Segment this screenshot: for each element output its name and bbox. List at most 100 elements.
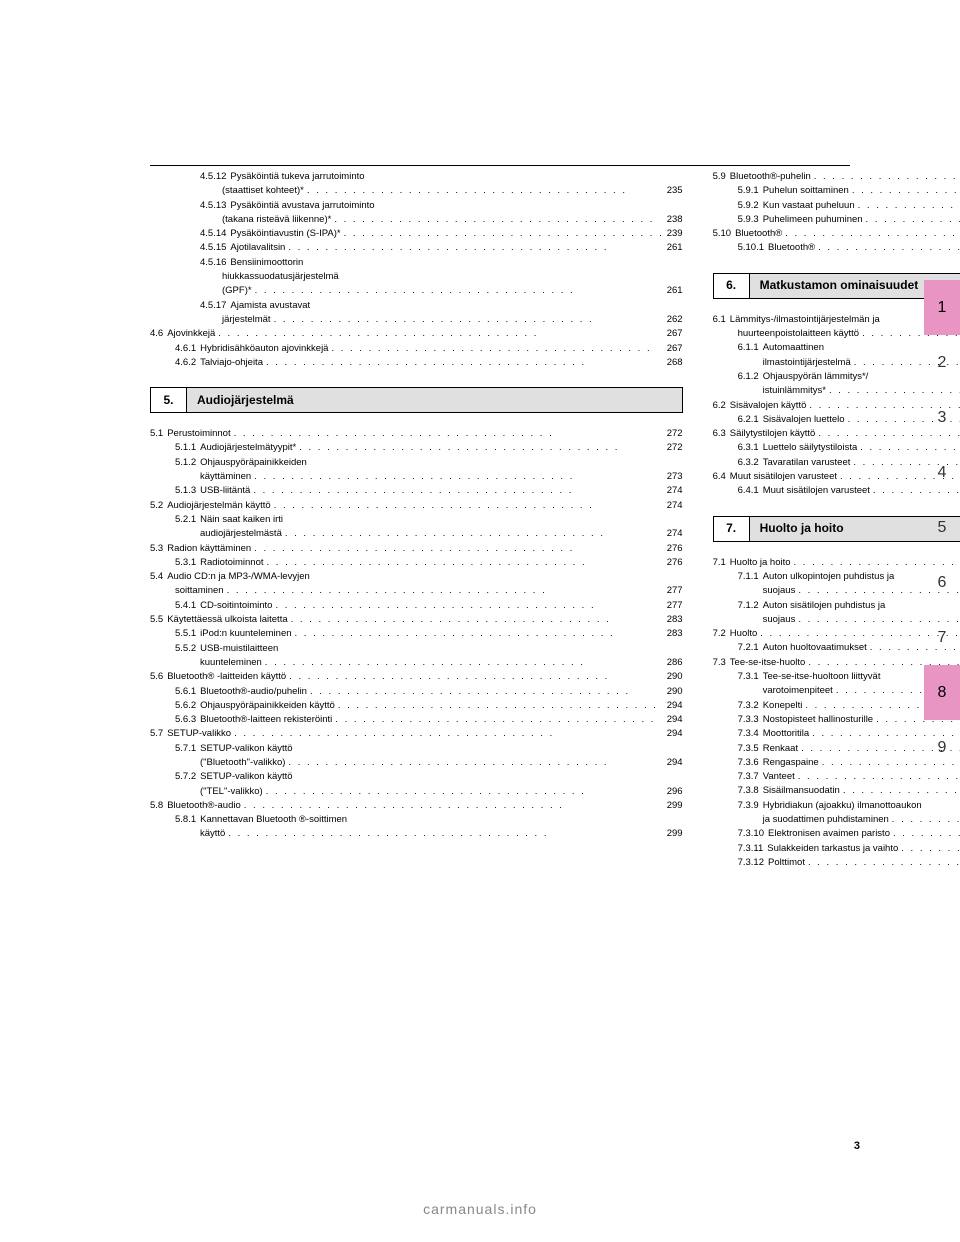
toc-number: 7.3 — [713, 656, 726, 669]
toc-entry: 6.3Säilytystilojen käyttö325 — [713, 427, 960, 440]
toc-dots — [344, 227, 664, 240]
toc-page: 272 — [667, 441, 683, 454]
toc-entry: (takana risteävä liikenne)*238 — [150, 213, 683, 226]
toc-page: 276 — [667, 556, 683, 569]
section-number: 5. — [151, 388, 187, 412]
toc-entry: 6.2.1Sisävalojen luettelo323 — [713, 413, 960, 426]
toc-text: Bluetooth® — [735, 227, 782, 240]
toc-page: 283 — [667, 613, 683, 626]
toc-page: 238 — [667, 213, 683, 226]
toc-dots — [267, 556, 664, 569]
toc-text: Huolto ja hoito — [730, 556, 791, 569]
toc-content: 4.5.12Pysäköintiä tukeva jarrutoiminto(s… — [150, 170, 850, 870]
side-tab[interactable]: 2 — [924, 335, 960, 390]
toc-entry: 7.3.2Konepelti345 — [713, 699, 960, 712]
toc-page: 294 — [667, 727, 683, 740]
toc-text: SETUP-valikon käyttö — [200, 742, 292, 755]
side-tab[interactable]: 5 — [924, 500, 960, 555]
toc-number: 4.6 — [150, 327, 163, 340]
toc-entry: 6.2Sisävalojen käyttö323 — [713, 399, 960, 412]
toc-number: 6.1.2 — [738, 370, 759, 383]
toc-entry: 5.1.3USB-liitäntä274 — [150, 484, 683, 497]
toc-entry: 6.1.1Automaattinen — [713, 341, 960, 354]
toc-number: 6.1.1 — [738, 341, 759, 354]
toc-dots — [334, 213, 663, 226]
toc-number: 4.5.14 — [200, 227, 226, 240]
toc-number: 5.8 — [150, 799, 163, 812]
toc-entry: järjestelmät262 — [150, 313, 683, 326]
toc-entry: 5.7.2SETUP-valikon käyttö — [150, 770, 683, 783]
toc-dots — [335, 713, 663, 726]
toc-entry: 5.2Audiojärjestelmän käyttö274 — [150, 499, 683, 512]
toc-text: Hybridisähköauton ajovinkkejä — [200, 342, 328, 355]
toc-text: järjestelmät — [222, 313, 271, 326]
toc-entry: 5.3.1Radiotoiminnot276 — [150, 556, 683, 569]
side-tab[interactable]: 3 — [924, 390, 960, 445]
side-tab[interactable] — [924, 775, 960, 830]
toc-text: soittaminen — [175, 584, 224, 597]
toc-entry: 7.3Tee-se-itse-huolto344 — [713, 656, 960, 669]
toc-dots — [266, 785, 664, 798]
toc-text: SETUP-valikon käyttö — [200, 770, 292, 783]
toc-text: Ajotilavalitsin — [230, 241, 285, 254]
toc-entry: 5.1.1Audiojärjestelmätyypit*272 — [150, 441, 683, 454]
toc-entry: 5.4.1CD-soitintoiminto277 — [150, 599, 683, 612]
toc-page: 294 — [667, 699, 683, 712]
toc-entry: 4.5.14 Pysäköintiavustin (S-IPA)* 239 — [150, 227, 683, 240]
toc-number: 7.3.1 — [738, 670, 759, 683]
toc-text: ("Bluetooth"-valikko) — [200, 756, 285, 769]
toc-text: Nostopisteet hallinosturille — [763, 713, 873, 726]
toc-number: 7.3.7 — [738, 770, 759, 783]
toc-number: 7.3.9 — [738, 799, 759, 812]
toc-number: 6.2 — [713, 399, 726, 412]
toc-entry: 5.7.1SETUP-valikon käyttö — [150, 742, 683, 755]
toc-number: 7.2.1 — [738, 641, 759, 654]
toc-entry: 5.4Audio CD:n ja MP3-/WMA-levyjen — [150, 570, 683, 583]
section-number: 6. — [714, 274, 750, 298]
side-tab[interactable]: 1 — [924, 280, 960, 335]
toc-text: Kannettavan Bluetooth ®-soittimen — [200, 813, 347, 826]
side-tab[interactable]: 7 — [924, 610, 960, 665]
toc-dots — [289, 670, 664, 683]
toc-entry: 7.2.1Auton huoltovaatimukset342 — [713, 641, 960, 654]
toc-text: CD-soitintoiminto — [200, 599, 272, 612]
side-tab[interactable]: 9 — [924, 720, 960, 775]
toc-text: ("TEL"-valikko) — [200, 785, 263, 798]
side-tab[interactable]: 6 — [924, 555, 960, 610]
toc-number: 4.5.16 — [200, 256, 226, 269]
toc-number: 5.4.1 — [175, 599, 196, 612]
toc-text: Hybridiakun (ajoakku) ilmanottoaukon — [763, 799, 922, 812]
toc-page: 290 — [667, 685, 683, 698]
side-tab[interactable]: 4 — [924, 445, 960, 500]
toc-text: Näin saat kaiken irti — [200, 513, 283, 526]
toc-entry: 5.9.3Puhelimeen puhuminen301 — [713, 213, 960, 226]
toc-text: Bluetooth®-audio — [167, 799, 241, 812]
toc-entry: 5.8Bluetooth®-audio299 — [150, 799, 683, 812]
side-tab[interactable]: 8 — [924, 665, 960, 720]
toc-entry: ja suodattimen puhdistaminen370 — [713, 813, 960, 826]
toc-page: 290 — [667, 670, 683, 683]
toc-number: 7.3.11 — [738, 842, 764, 855]
toc-entry: istuinlämmitys*321 — [713, 384, 960, 397]
toc-dots — [255, 284, 664, 297]
toc-page: 274 — [667, 484, 683, 497]
toc-entry: 7.3.5Renkaat353 — [713, 742, 960, 755]
page-number: 3 — [854, 1140, 860, 1152]
toc-entry: 5.3Radion käyttäminen276 — [150, 542, 683, 555]
toc-number: 5.9.2 — [738, 199, 759, 212]
toc-page: 276 — [667, 542, 683, 555]
toc-dots — [307, 184, 664, 197]
toc-number: 7.3.4 — [738, 727, 759, 740]
toc-text: Bluetooth®-audio/puhelin — [200, 685, 307, 698]
toc-dots — [244, 799, 664, 812]
toc-text: Radion käyttäminen — [167, 542, 251, 555]
toc-page: 239 — [667, 227, 683, 240]
toc-text: Pysäköintiavustin (S-IPA)* — [230, 227, 340, 240]
toc-text: Polttimot — [768, 856, 805, 869]
toc-dots — [814, 170, 960, 183]
toc-text: Ohjauspyöräpainikkeiden — [200, 456, 307, 469]
toc-page: 294 — [667, 756, 683, 769]
toc-number: 7.3.2 — [738, 699, 759, 712]
toc-text: Bluetooth® -laitteiden käyttö — [167, 670, 286, 683]
toc-number: 5.2 — [150, 499, 163, 512]
